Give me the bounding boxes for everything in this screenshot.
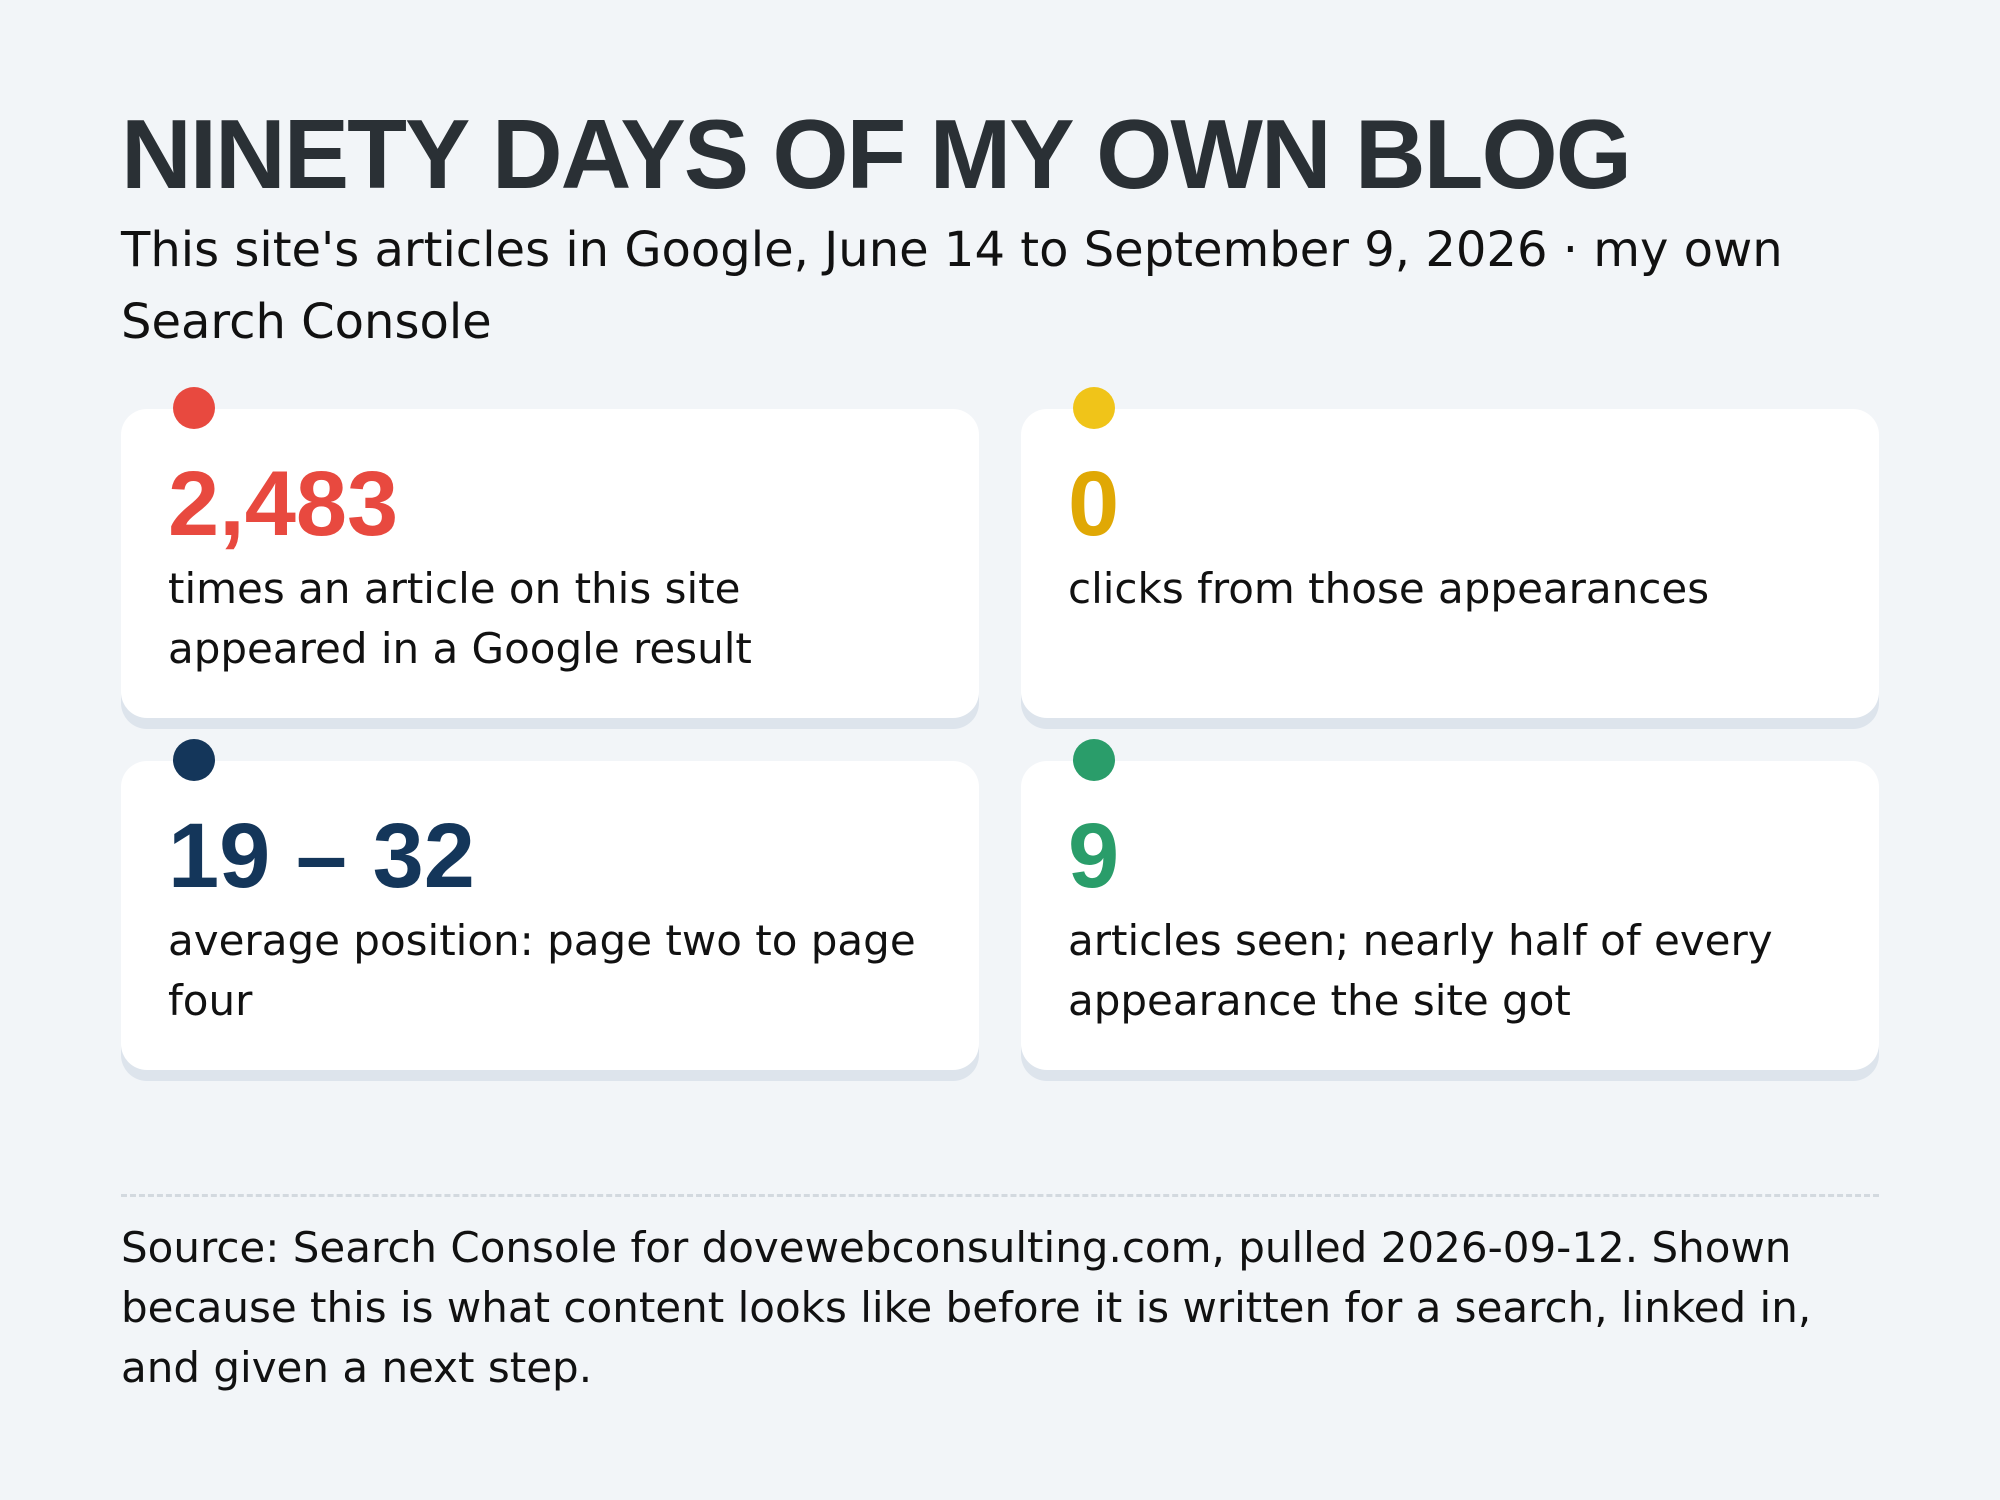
- source-note: Source: Search Console for dovewebconsul…: [121, 1223, 1812, 1392]
- stat-description: articles seen; nearly half of every appe…: [1068, 916, 1773, 1025]
- green-dot-icon: [1073, 739, 1115, 781]
- dashed-divider: [121, 1194, 1879, 1197]
- stat-value: 19 – 32: [168, 805, 475, 907]
- stat-card-impressions: 2,483 times an article on this site appe…: [121, 387, 979, 718]
- stat-description: clicks from those appearances: [1068, 564, 1710, 613]
- stat-description: times an article on this site appeared i…: [168, 564, 752, 673]
- red-dot-icon: [173, 387, 215, 429]
- stat-description: average position: page two to page four: [168, 916, 916, 1025]
- stat-value: 0: [1068, 453, 1120, 555]
- stat-card-clicks: 0 clicks from those appearances: [1021, 387, 1879, 718]
- page-title: NINETY DAYS OF MY OWN BLOG: [121, 99, 1632, 209]
- navy-dot-icon: [173, 739, 215, 781]
- stat-value: 2,483: [168, 453, 399, 555]
- stat-value: 9: [1068, 805, 1120, 907]
- page-subtitle: This site's articles in Google, June 14 …: [121, 222, 1783, 350]
- yellow-dot-icon: [1073, 387, 1115, 429]
- stat-card-position: 19 – 32 average position: page two to pa…: [121, 739, 979, 1070]
- stat-card-articles: 9 articles seen; nearly half of every ap…: [1021, 739, 1879, 1070]
